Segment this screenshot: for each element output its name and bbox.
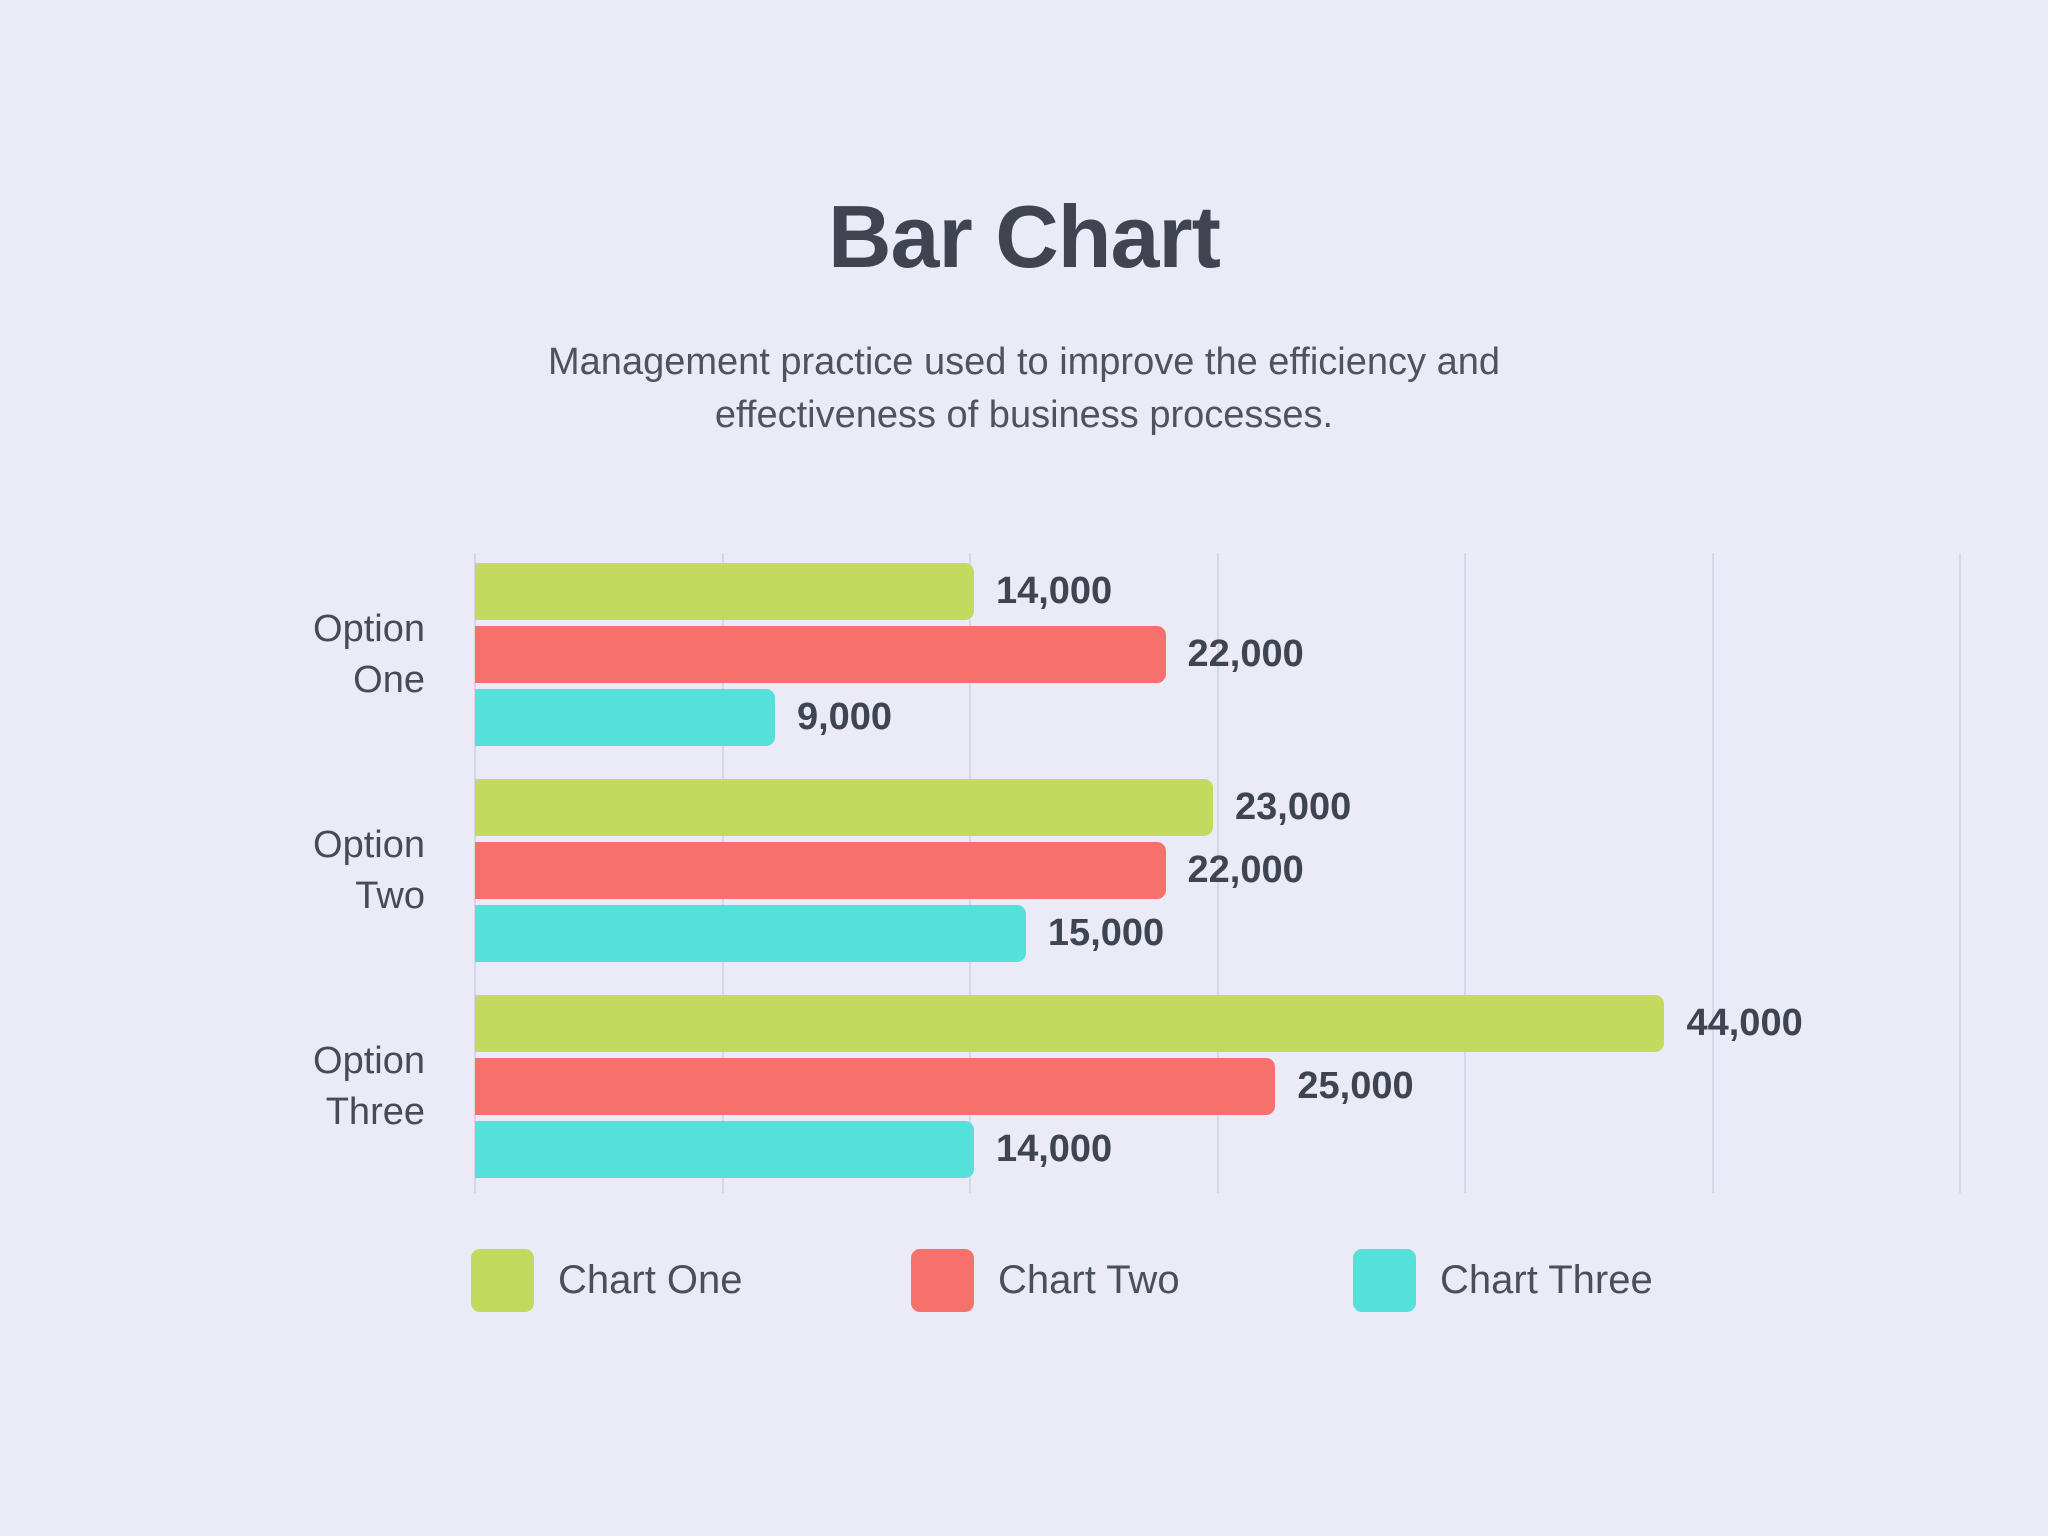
category-label-line: Three [325, 1090, 425, 1133]
legend-swatch [471, 1249, 534, 1312]
legend-swatch [1353, 1249, 1416, 1312]
page-subtitle-line-1: Management practice used to improve the … [548, 341, 1500, 383]
page-subtitle: Management practice used to improve the … [0, 336, 2048, 442]
value-label: 44,000 [1686, 1002, 1803, 1044]
category-label-line: Option [313, 823, 425, 866]
legend-label: Chart Two [998, 1258, 1180, 1302]
category-label-line: One [353, 658, 425, 701]
gridline [1216, 553, 1219, 1193]
value-label: 25,000 [1297, 1065, 1414, 1107]
category-label: Option One [0, 563, 425, 746]
bar-row: 22,000 [475, 626, 1960, 683]
page-subtitle-line-2: effectiveness of business processes. [714, 394, 1334, 436]
chart-group: Option Two 23,000 22,000 15,000 [0, 779, 2048, 962]
bar-row: 15,000 [475, 905, 1960, 962]
category-label-line: Two [355, 874, 425, 917]
gridline [1464, 553, 1466, 1193]
bar-chart-one [475, 995, 1665, 1052]
bar-row: 23,000 [475, 779, 1960, 836]
bar-group: 14,000 22,000 9,000 [475, 563, 1960, 746]
bar-chart-two [475, 626, 1166, 683]
category-label: Option Two [0, 779, 425, 962]
value-label: 22,000 [1187, 849, 1304, 891]
bar-row: 14,000 [475, 563, 1960, 620]
bar-chart-two [475, 842, 1166, 899]
legend-label: Chart One [558, 1258, 743, 1302]
value-label: 14,000 [995, 1128, 1113, 1170]
legend-item: Chart One [471, 1249, 743, 1312]
value-label: 22,000 [1187, 633, 1304, 675]
legend-item: Chart Three [1353, 1249, 1653, 1312]
legend-swatch [911, 1249, 974, 1312]
bar-chart-three [475, 689, 775, 746]
value-label: 15,000 [1047, 912, 1165, 954]
bar-chart-three [475, 1121, 974, 1178]
legend-label: Chart Three [1440, 1258, 1653, 1302]
bar-group: 23,000 22,000 15,000 [475, 779, 1960, 962]
bar-group: 44,000 25,000 14,000 [475, 995, 1960, 1178]
value-label: 14,000 [995, 570, 1113, 612]
bar-row: 9,000 [475, 689, 1960, 746]
bar-row: 25,000 [475, 1058, 1960, 1115]
bar-chart-one [475, 563, 974, 620]
bar-row: 14,000 [475, 1121, 1960, 1178]
gridline [1711, 553, 1714, 1193]
chart-group: Option Three 44,000 25,000 14,000 [0, 995, 2048, 1178]
legend-item: Chart Two [911, 1249, 1180, 1312]
page-title: Bar Chart [828, 187, 1221, 286]
value-label: 9,000 [796, 696, 893, 738]
value-label: 23,000 [1235, 786, 1352, 828]
bar-chart-one [475, 779, 1214, 836]
bar-row: 22,000 [475, 842, 1960, 899]
category-label-line: Option [313, 607, 425, 650]
bar-row: 44,000 [475, 995, 1960, 1052]
bar-chart-two [475, 1058, 1276, 1115]
gridline [1959, 553, 1961, 1193]
chart-group: Option One 14,000 22,000 9,000 [0, 563, 2048, 746]
chart-groups: Option One 14,000 22,000 9,000 Option Two 23,00… [0, 563, 2048, 1211]
category-label: Option Three [0, 995, 425, 1178]
bar-chart-three [475, 905, 1026, 962]
category-label-line: Option [313, 1039, 425, 1082]
legend: Chart One Chart Two Chart Three [0, 1249, 2048, 1312]
